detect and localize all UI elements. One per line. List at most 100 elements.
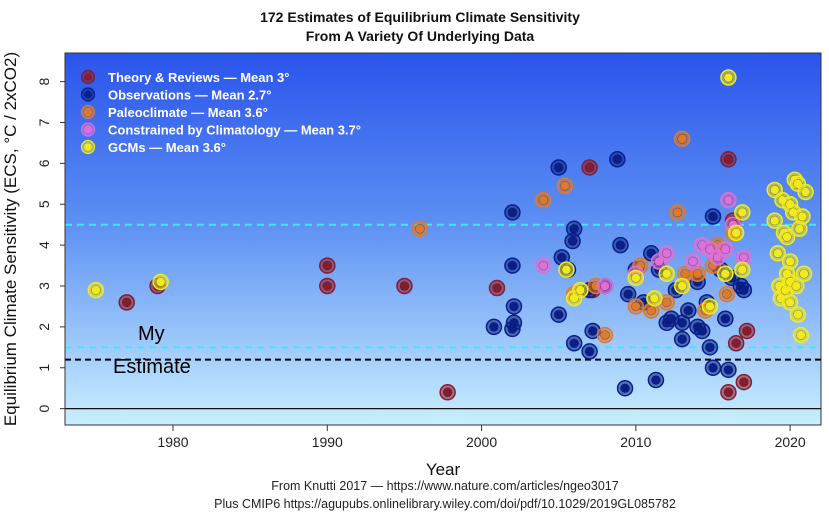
data-point — [558, 261, 575, 278]
data-point — [791, 220, 808, 238]
data-point — [794, 208, 811, 225]
legend: Theory & Reviews — Mean 3° Observations —… — [80, 69, 361, 155]
data-point — [789, 306, 807, 323]
data-point — [669, 204, 686, 221]
data-point — [572, 281, 589, 299]
legend-marker-core — [84, 73, 92, 81]
data-point — [550, 306, 567, 323]
data-point — [643, 302, 660, 319]
data-point — [720, 151, 737, 168]
data-point — [556, 177, 574, 195]
data-point — [727, 224, 745, 242]
data-point — [788, 277, 805, 295]
data-point — [693, 322, 711, 340]
x-tick-label: 2000 — [466, 434, 497, 450]
legend-label: Theory & Reviews — Mean 3° — [108, 70, 289, 85]
x-tick-label: 2010 — [620, 434, 651, 450]
data-point — [627, 269, 645, 287]
data-point — [684, 253, 702, 270]
data-point — [717, 265, 734, 282]
y-tick-label: 7 — [36, 118, 52, 126]
credit-line-2: Plus CMIP6 https://agupubs.onlinelibrary… — [214, 497, 676, 511]
data-point — [797, 183, 814, 201]
data-point — [718, 285, 736, 303]
data-point — [565, 334, 583, 352]
data-point — [727, 334, 745, 352]
data-point — [738, 322, 756, 340]
data-point — [735, 373, 753, 391]
legend-entry: Paleoclimate — Mean 3.6° — [80, 104, 268, 120]
data-point — [673, 130, 691, 148]
data-point — [720, 69, 737, 86]
legend-entry: Theory & Reviews — Mean 3° — [80, 69, 289, 85]
y-tick-label: 5 — [36, 200, 52, 208]
y-tick-label: 0 — [36, 405, 52, 413]
data-point — [87, 281, 105, 299]
data-point — [627, 298, 645, 315]
data-point — [439, 384, 456, 401]
chart-subtitle: From A Variety Of Underlying Data — [306, 28, 535, 44]
data-point — [584, 322, 601, 340]
data-point — [152, 273, 169, 291]
data-point — [720, 384, 737, 401]
legend-entry: GCMs — Mean 3.6° — [80, 139, 226, 155]
x-axis-label: Year — [426, 460, 461, 479]
data-point — [717, 240, 734, 258]
x-tick-label: 1990 — [312, 434, 343, 450]
data-point — [596, 326, 614, 344]
data-point — [646, 290, 663, 307]
data-point — [504, 257, 521, 274]
data-point — [781, 253, 799, 270]
data-point — [553, 249, 571, 266]
legend-marker-core — [84, 108, 92, 116]
data-point — [673, 330, 691, 348]
data-point — [720, 191, 737, 209]
y-tick-label: 2 — [36, 323, 52, 331]
y-tick-label: 3 — [36, 282, 52, 290]
data-point — [766, 212, 783, 229]
data-point — [616, 379, 634, 397]
my-estimate-label-line1: My — [138, 323, 165, 345]
legend-entry: Observations — Mean 2.7° — [80, 87, 271, 103]
legend-marker-core — [84, 125, 92, 134]
data-point — [535, 191, 552, 209]
data-point — [704, 359, 722, 377]
data-point — [564, 232, 581, 250]
data-point — [795, 265, 813, 282]
data-point — [535, 257, 552, 274]
plot-frame — [64, 52, 822, 426]
y-tick-label: 4 — [36, 241, 52, 249]
data-point — [319, 257, 336, 274]
data-point — [781, 294, 799, 311]
data-point — [504, 320, 521, 338]
data-point — [596, 277, 614, 295]
axes: 0 1 2 3 4 5 6 7 8 1980 1990 2000 2010 2020 — [36, 78, 806, 450]
chart-title: 172 Estimates of Equilibrium Climate Sen… — [260, 9, 580, 25]
data-point — [581, 159, 598, 176]
data-point — [565, 220, 583, 238]
data-point — [680, 302, 697, 319]
legend-label: Constrained by Climatology — Mean 3.7° — [108, 123, 361, 138]
y-tick-label: 1 — [36, 364, 52, 372]
data-point — [647, 371, 665, 389]
data-point — [550, 159, 567, 176]
credit-line-1: From Knutti 2017 — https://www.nature.co… — [271, 479, 618, 493]
legend-label: Observations — Mean 2.7° — [108, 88, 271, 103]
data-point — [609, 151, 626, 168]
plot-area — [65, 53, 821, 425]
y-tick-label: 8 — [36, 78, 52, 86]
legend-marker-core — [84, 90, 92, 99]
data-points — [87, 69, 814, 401]
data-point — [505, 298, 523, 315]
x-tick-label: 1980 — [157, 434, 188, 450]
legend-marker-core — [84, 143, 92, 151]
my-estimate-label-line2: Estimate — [113, 356, 191, 378]
data-point — [704, 208, 722, 225]
y-axis-label: Equilibrium Climate Sensitivity (ECS, °C… — [1, 52, 20, 426]
data-point — [778, 228, 796, 246]
data-point — [581, 343, 598, 360]
data-point — [619, 285, 637, 303]
data-point — [504, 204, 521, 221]
data-point — [792, 326, 810, 344]
